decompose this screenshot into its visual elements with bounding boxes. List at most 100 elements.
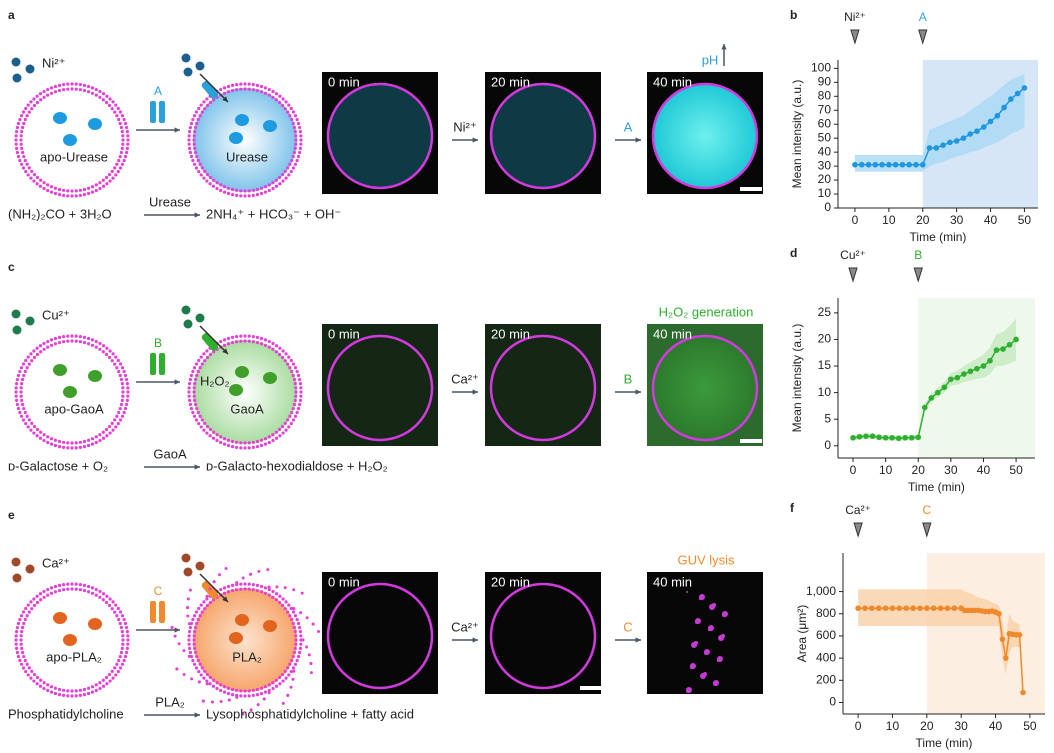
lipid xyxy=(53,691,58,696)
lipid xyxy=(70,446,74,450)
lipid xyxy=(18,117,22,122)
data-point xyxy=(917,605,923,612)
lipid xyxy=(197,669,201,674)
lipid-fragment xyxy=(283,586,287,590)
lipid xyxy=(243,339,247,343)
ion xyxy=(183,67,193,77)
lipid xyxy=(125,130,129,134)
lipid xyxy=(230,687,235,692)
lipid xyxy=(291,154,295,159)
lipid xyxy=(202,676,206,680)
lipid xyxy=(114,103,118,107)
lipid xyxy=(122,617,126,622)
lipid xyxy=(205,103,210,108)
lipid-fragment xyxy=(186,614,190,618)
lipid xyxy=(212,678,216,682)
lipid xyxy=(235,188,239,192)
lipid xyxy=(32,355,37,360)
lipid xyxy=(294,642,298,646)
lipid xyxy=(247,689,251,693)
data-point xyxy=(862,605,868,612)
arrow-head xyxy=(174,379,180,385)
lipid xyxy=(222,442,227,446)
x-tick-label: 30 xyxy=(950,213,964,227)
arrow-head xyxy=(635,389,641,395)
lipid xyxy=(42,89,46,94)
x-tick-label: 0 xyxy=(852,213,859,227)
lipid xyxy=(195,121,199,126)
lipid xyxy=(296,154,301,159)
y-axis-label: Mean intensity (a.u.) xyxy=(790,80,804,189)
lipid xyxy=(105,594,109,598)
lipid xyxy=(283,359,287,363)
lipid xyxy=(110,169,114,173)
lipid xyxy=(26,673,30,677)
data-point xyxy=(879,161,885,168)
lipid-fragment xyxy=(205,594,209,598)
data-point xyxy=(855,605,861,612)
lipid xyxy=(200,362,204,366)
lipid xyxy=(53,336,58,341)
lipid-fragment xyxy=(249,708,253,712)
lipid xyxy=(281,179,285,183)
lipid xyxy=(222,343,227,347)
lipid xyxy=(126,142,130,146)
lipid xyxy=(188,646,192,650)
panel-label: a xyxy=(8,8,15,22)
lipid xyxy=(292,150,297,155)
lipid xyxy=(86,186,91,190)
lipid xyxy=(15,125,20,130)
vesicle-image xyxy=(651,82,759,190)
lipid xyxy=(108,349,112,353)
data-point xyxy=(896,605,903,612)
lipid xyxy=(121,394,125,398)
arrow-head xyxy=(194,212,200,218)
lipid xyxy=(62,688,66,692)
lipid xyxy=(35,352,40,357)
y-tick-label: 10 xyxy=(818,186,832,200)
lipid xyxy=(115,162,119,166)
lipid xyxy=(293,630,297,634)
lipid xyxy=(290,658,294,663)
lipid xyxy=(94,587,98,592)
lipid-fragment xyxy=(219,700,223,704)
lipid xyxy=(219,183,223,187)
lipid xyxy=(126,134,130,138)
enzyme xyxy=(88,370,102,382)
lipid xyxy=(57,340,62,345)
x-axis-label: Time (min) xyxy=(908,480,965,494)
lipid xyxy=(104,352,109,357)
data-point xyxy=(903,605,910,612)
lipid xyxy=(124,625,129,630)
lipid xyxy=(29,676,33,680)
lipid xyxy=(124,402,129,407)
enzyme xyxy=(229,132,243,144)
lipid xyxy=(39,678,43,682)
lipid xyxy=(110,669,114,673)
lipid xyxy=(62,693,66,697)
enzyme xyxy=(229,632,243,644)
time-label: 20 min xyxy=(491,74,530,89)
y-tick-label: 30 xyxy=(818,158,832,172)
lipid xyxy=(271,341,275,346)
lipid xyxy=(289,421,293,426)
lipid xyxy=(215,681,219,685)
lipid xyxy=(294,394,298,398)
lipid xyxy=(62,445,66,449)
lipid xyxy=(288,662,292,666)
lipid xyxy=(191,410,195,415)
lipid xyxy=(215,186,219,191)
lipid xyxy=(62,340,66,344)
data-point xyxy=(999,636,1006,643)
data-point xyxy=(930,605,937,612)
lipid xyxy=(19,634,23,638)
apo-label: apo-GaoA xyxy=(44,401,104,416)
lipid xyxy=(98,595,102,599)
lipid xyxy=(293,398,297,402)
lipid xyxy=(120,614,125,618)
y-tick-label: 0 xyxy=(829,695,836,709)
lipid xyxy=(94,345,98,349)
lipid xyxy=(193,125,198,130)
lipid xyxy=(259,691,264,696)
lipid-fragment xyxy=(201,699,205,703)
